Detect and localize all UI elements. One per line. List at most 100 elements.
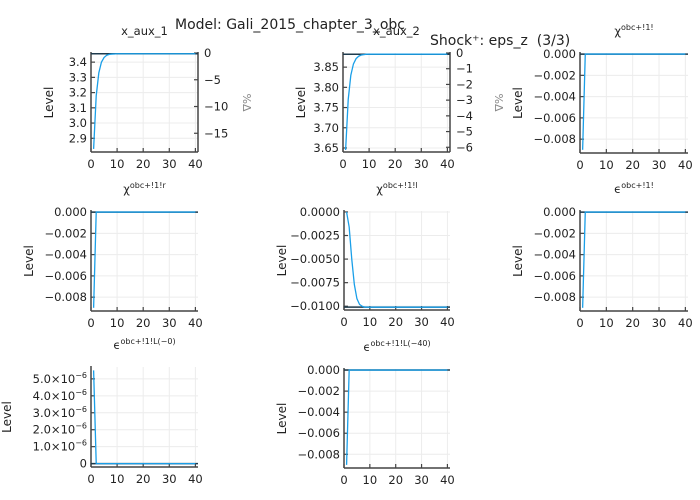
x-tick-label: 30 [162, 157, 177, 171]
irf-series-line [345, 369, 448, 465]
x-tick-label: 30 [162, 472, 177, 486]
x-tick-label: 20 [388, 157, 403, 171]
y-tick-label: −0.008 [297, 447, 340, 461]
x-tick-label: 0 [87, 157, 94, 171]
x-tick-label: 30 [652, 316, 667, 330]
y-tick-label: −0.0050 [290, 252, 340, 266]
x-tick-label: 40 [678, 316, 693, 330]
y-tick-label: −0.006 [533, 111, 576, 125]
x-tick-label: 10 [110, 472, 125, 486]
y-tick-label: 0.000 [307, 363, 340, 377]
x-tick-label: 40 [440, 473, 455, 487]
y-tick-label: 0.0000 [300, 205, 340, 219]
x-tick-label: 20 [625, 316, 640, 330]
x-tick-label: 20 [136, 316, 151, 330]
x-tick-label: 10 [363, 315, 378, 329]
y-tick-label: −0.006 [533, 269, 576, 283]
x-tick-label: 20 [136, 157, 151, 171]
x-tick-label: 0 [340, 473, 347, 487]
y-tick-label: −0.008 [533, 290, 576, 304]
figure-title: Model: Gali_2015_chapter_3_obc Shock⁺: e… [0, 1, 700, 49]
y2-tick-label: −5 [456, 125, 473, 139]
y-axis-label: Level [294, 87, 308, 119]
x-tick-label: 40 [188, 472, 203, 486]
y-tick-label: −0.004 [44, 248, 87, 262]
x-tick-label: 30 [162, 316, 177, 330]
y-tick-label: 3.1 [69, 101, 87, 115]
subplot-3: χobc+!1! 0 10 20 30 40 0.000 −0.002 −0.004 −0.006… [511, 23, 693, 172]
y-tick-label: 3.4 [69, 55, 87, 69]
y-tick-label: 3.0 [69, 116, 87, 130]
subplot-title: χobc+!1!l [376, 181, 417, 196]
y-axis-label: Level [511, 87, 525, 119]
y2-tick-label: −4 [456, 109, 473, 123]
x-tick-label: 10 [363, 473, 378, 487]
y-axis-label: Level [0, 401, 14, 433]
y-tick-label: 0 [80, 457, 87, 471]
y-tick-label: −0.002 [44, 226, 87, 240]
x-tick-label: 10 [362, 157, 377, 171]
subplot-5: χobc+!1!l 0 10 20 30 40 0.0000 −0.0025 −0.0050 −0… [275, 181, 455, 329]
y-tick-label: 3.3 [69, 70, 87, 84]
y-tick-label: −0.004 [533, 90, 576, 104]
irf-series-line [92, 211, 196, 308]
y-tick-label: 2.9 [69, 131, 87, 145]
y-tick-label: −0.0100 [290, 299, 340, 313]
x-tick-label: 10 [110, 157, 125, 171]
y-tick-label: 1.0×10−6 [33, 439, 87, 454]
y2-axis-label: %Δ [240, 94, 253, 112]
y-tick-label: −0.006 [297, 426, 340, 440]
x-tick-label: 0 [576, 316, 583, 330]
irf-series-line [345, 211, 448, 308]
x-tick-label: 0 [87, 316, 94, 330]
y2-tick-label: −1 [456, 62, 473, 76]
y-tick-label: 3.65 [313, 141, 339, 155]
x-tick-label: 20 [388, 315, 403, 329]
y-tick-label: 2.0×10−6 [33, 422, 87, 437]
y-tick-label: 5.0×10−6 [33, 371, 87, 386]
x-tick-label: 10 [110, 316, 125, 330]
y2-tick-label: −2 [456, 77, 473, 91]
x-tick-label: 30 [652, 158, 667, 172]
x-tick-label: 30 [414, 315, 429, 329]
x-tick-label: 30 [414, 157, 429, 171]
subplot-title: x_aux_1 [121, 24, 168, 38]
y-tick-label: −0.0075 [290, 276, 340, 290]
y2-tick-label: 0 [204, 46, 211, 60]
irf-series-line [92, 53, 196, 149]
y-axis-label: Level [22, 245, 36, 277]
irf-series-line [92, 370, 196, 465]
y-tick-label: 3.2 [69, 86, 87, 100]
x-tick-label: 20 [388, 473, 403, 487]
x-tick-label: 20 [625, 158, 640, 172]
subplot-title: x_aux_2 [373, 24, 420, 38]
x-tick-label: 40 [188, 157, 203, 171]
y-axis-label: Level [42, 87, 56, 119]
x-tick-label: 40 [678, 158, 693, 172]
subplot-2: x_aux_2 0 10 20 30 40 3.65 3.70 3.75 3.80 3.85 Leve… [294, 24, 505, 171]
y-tick-label: −0.004 [297, 405, 340, 419]
irf-series-line [344, 53, 448, 151]
subplot-title: χobc+!1!r [123, 181, 166, 196]
y2-axis-label: %Δ [492, 94, 505, 112]
y-tick-label: 3.70 [313, 121, 339, 135]
x-tick-label: 40 [440, 315, 455, 329]
y-tick-label: −0.002 [297, 384, 340, 398]
y-axis-label: Level [275, 403, 289, 435]
subplot-8: ϵobc+!1!L(−40) 0 10 20 30 40 0.000 −0.002 −0.004… [275, 339, 455, 487]
y-tick-label: −0.002 [533, 226, 576, 240]
y2-tick-label: −10 [204, 100, 228, 114]
x-tick-label: 20 [136, 472, 151, 486]
y-tick-label: 3.75 [313, 101, 339, 115]
y-tick-label: 0.000 [543, 205, 576, 219]
x-tick-label: 30 [414, 473, 429, 487]
subplot-6: ϵobc+!1! 0 10 20 30 40 0.000 −0.002 −0.004 −0.006… [511, 181, 693, 330]
subplot-4: χobc+!1!r 0 10 20 30 40 0.000 −0.002 −0.004 −0.00… [22, 181, 203, 330]
subplot-title: χobc+!1! [614, 23, 653, 38]
y-tick-label: −0.008 [533, 132, 576, 146]
y-tick-label: −0.002 [533, 68, 576, 82]
x-tick-label: 10 [599, 158, 614, 172]
y-tick-label: 3.0×10−6 [33, 405, 87, 420]
y-tick-label: −0.006 [44, 269, 87, 283]
